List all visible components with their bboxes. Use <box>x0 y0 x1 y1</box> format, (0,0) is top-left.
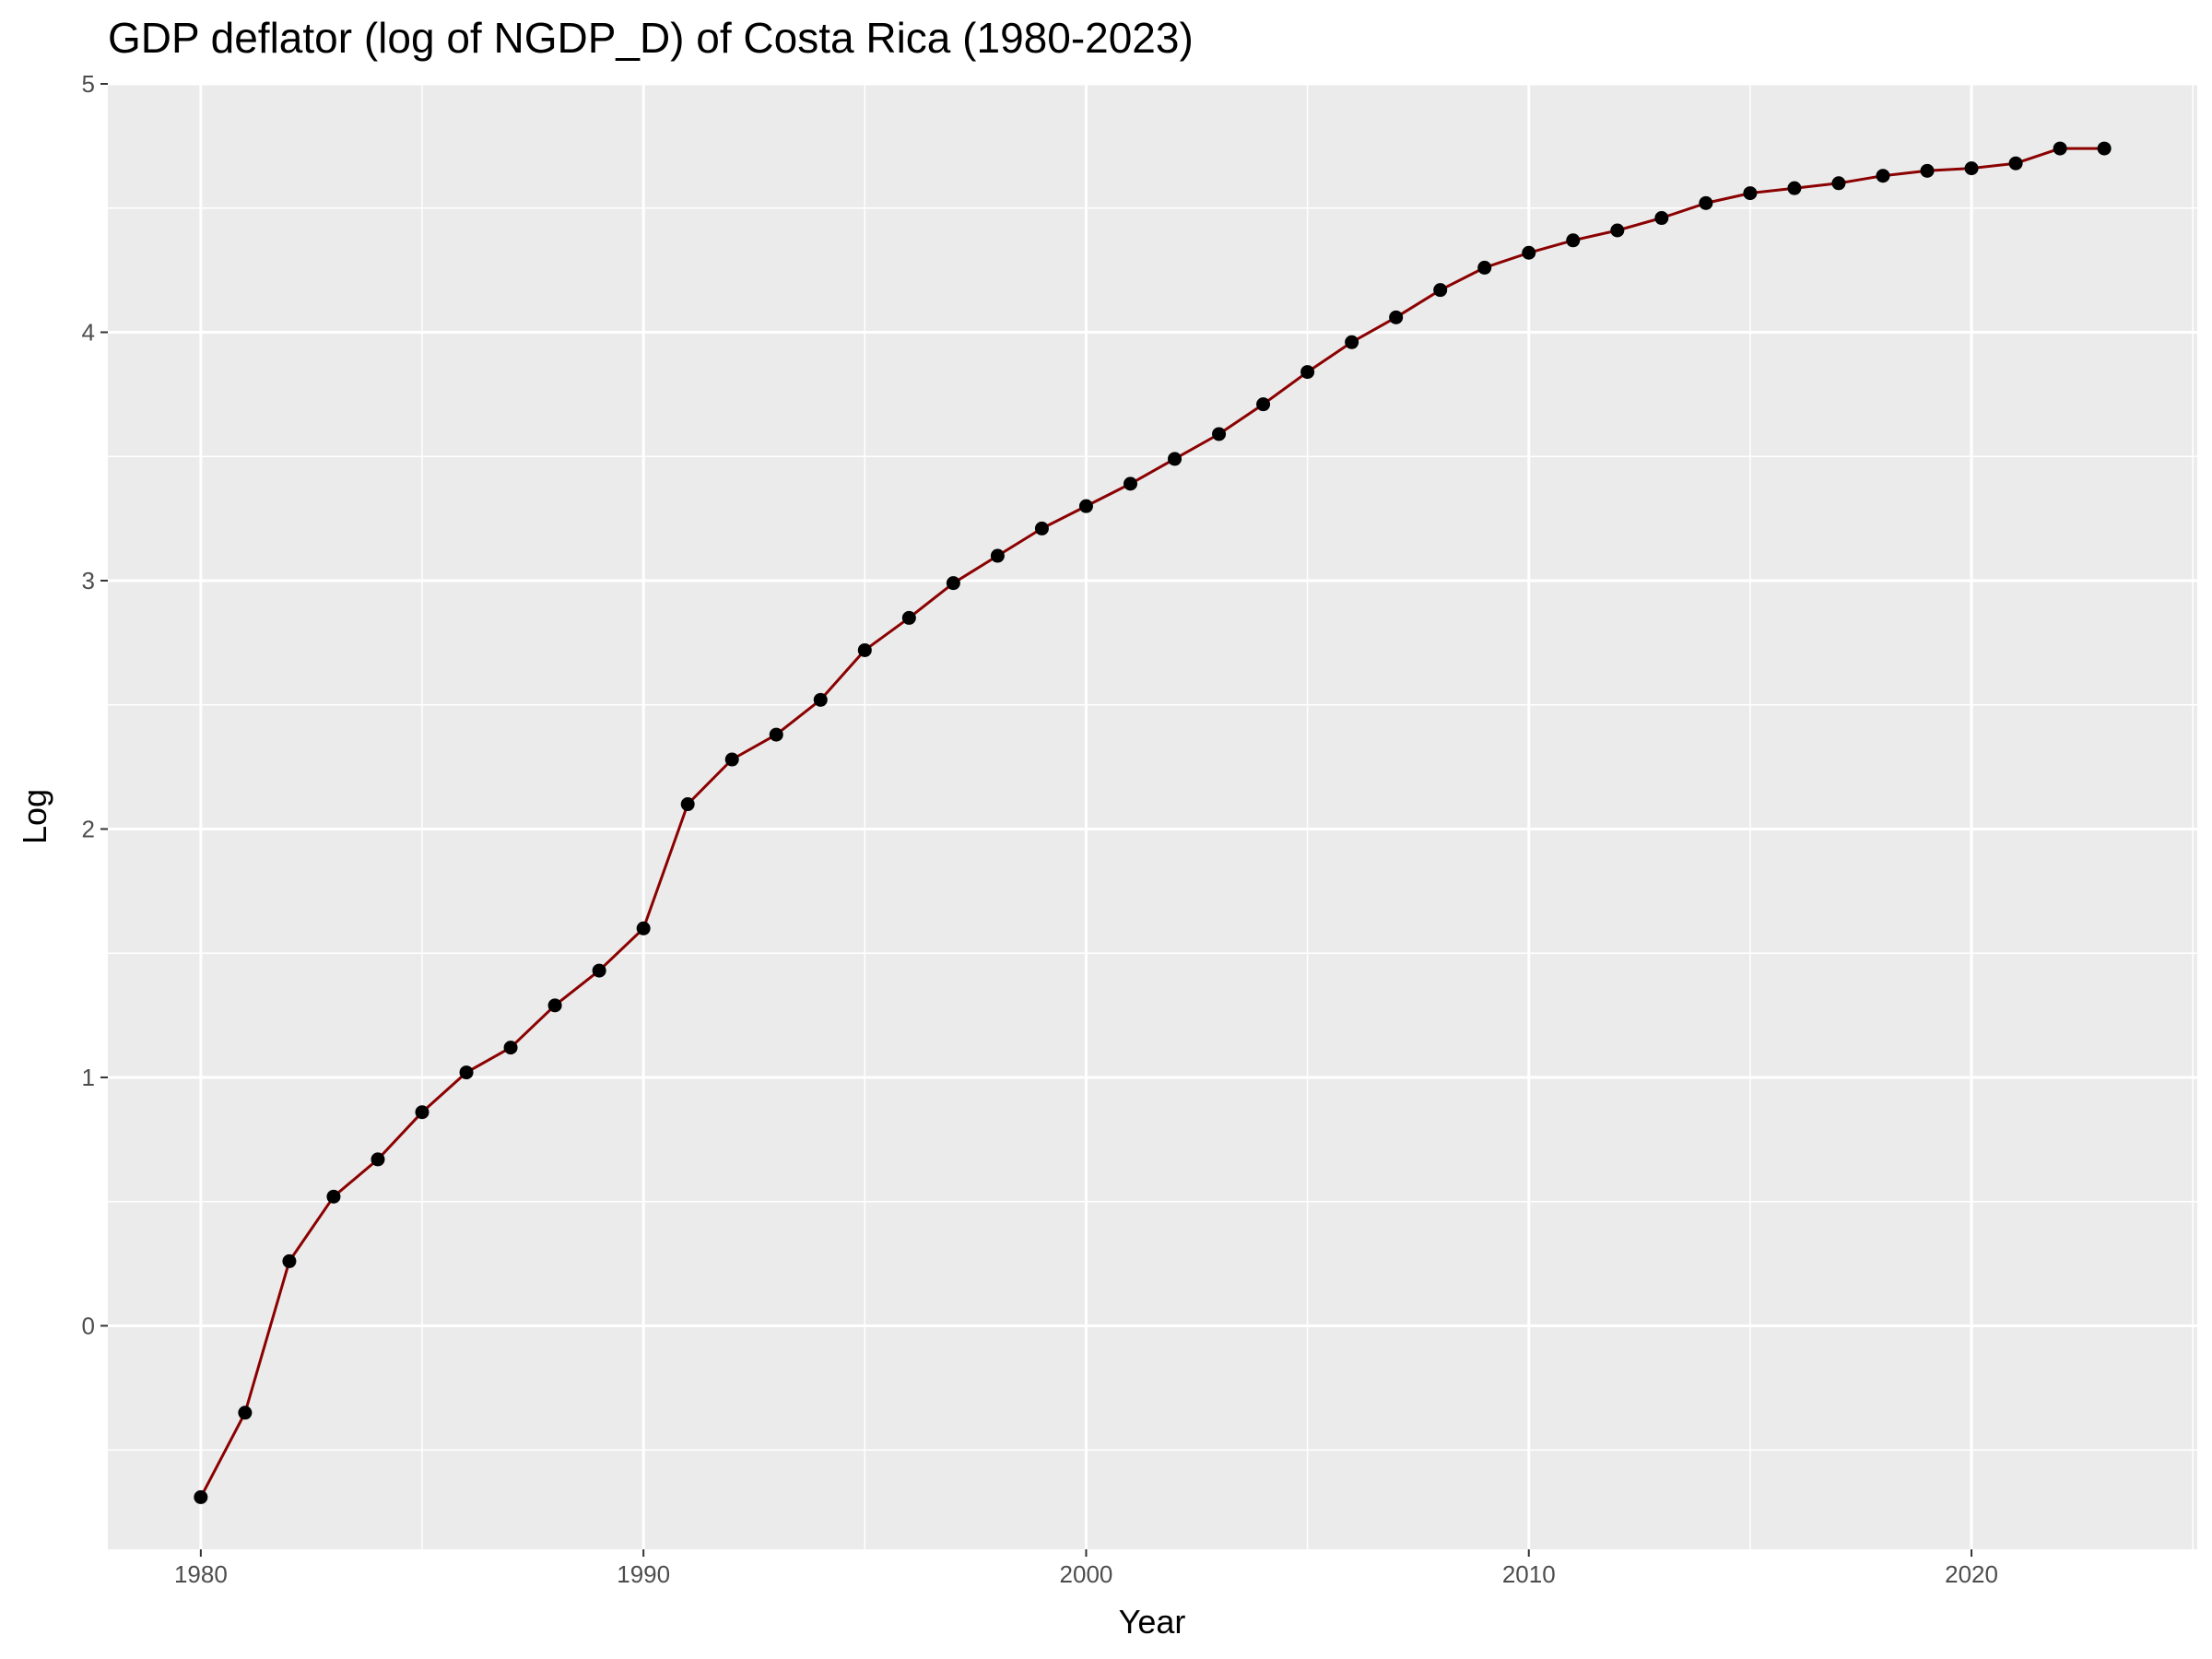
x-tick-label: 2010 <box>1502 1560 1556 1588</box>
series-path <box>199 147 2105 1499</box>
data-point <box>901 610 916 625</box>
data-point <box>1610 223 1625 238</box>
y-axis-title: Log <box>16 789 53 844</box>
minor-gridlines <box>108 84 2197 1549</box>
data-point <box>946 576 960 591</box>
y-tick-label: 3 <box>82 567 95 594</box>
data-point <box>1876 169 1890 183</box>
data-point <box>1389 310 1404 324</box>
major-gridlines <box>108 82 2197 1549</box>
data-point <box>724 752 739 767</box>
data-point <box>1123 477 1137 491</box>
data-point <box>1699 195 1713 210</box>
data-point <box>1433 283 1448 298</box>
data-point <box>1831 176 1846 191</box>
data-point <box>1078 499 1093 513</box>
data-point <box>326 1189 341 1204</box>
y-tick-label: 2 <box>82 815 95 842</box>
data-point <box>415 1105 429 1120</box>
data-point <box>1654 211 1669 226</box>
data-point <box>1345 335 1359 349</box>
x-tick-label: 1980 <box>174 1560 228 1588</box>
data-point <box>1522 245 1536 260</box>
data-point <box>194 1489 208 1504</box>
series-points <box>194 141 2112 1504</box>
data-point <box>1566 233 1581 248</box>
data-point <box>1256 397 1271 412</box>
series-line <box>199 147 2105 1499</box>
x-tick-label: 2020 <box>1945 1560 1998 1588</box>
data-point <box>282 1253 297 1268</box>
data-point <box>2008 156 2023 171</box>
data-point <box>2053 141 2067 156</box>
data-point <box>680 797 695 812</box>
data-point <box>1964 161 1979 176</box>
y-axis: 0 1 2 3 4 5 <box>82 70 108 1339</box>
data-point <box>857 642 872 657</box>
y-tick-label: 0 <box>82 1312 95 1339</box>
chart-title: GDP deflator (log of NGDP_D) of Costa Ri… <box>108 14 1194 62</box>
data-point <box>1300 365 1315 380</box>
data-point <box>547 998 562 1013</box>
data-point <box>2097 141 2112 156</box>
data-point <box>1787 181 1802 195</box>
x-axis-title: Year <box>1119 1603 1186 1641</box>
data-point <box>459 1065 474 1080</box>
data-point <box>1168 452 1182 466</box>
y-tick-label: 5 <box>82 70 95 98</box>
data-point <box>371 1152 385 1167</box>
data-point <box>1477 260 1492 275</box>
data-point <box>503 1041 518 1055</box>
data-point <box>990 548 1005 563</box>
data-point <box>1743 186 1758 201</box>
data-point <box>1034 521 1049 535</box>
data-point <box>636 921 651 935</box>
data-point <box>238 1406 253 1420</box>
x-tick-label: 1990 <box>617 1560 670 1588</box>
y-tick-label: 4 <box>82 318 95 346</box>
data-point <box>1920 163 1935 178</box>
plot-panel <box>108 84 2197 1549</box>
data-point <box>1212 427 1227 441</box>
x-axis: 1980 1990 2000 2010 2020 <box>174 1549 1998 1588</box>
y-tick-label: 1 <box>82 1064 95 1091</box>
data-point <box>592 963 606 978</box>
data-point <box>769 727 783 742</box>
data-point <box>813 692 828 707</box>
x-tick-label: 2000 <box>1060 1560 1113 1588</box>
